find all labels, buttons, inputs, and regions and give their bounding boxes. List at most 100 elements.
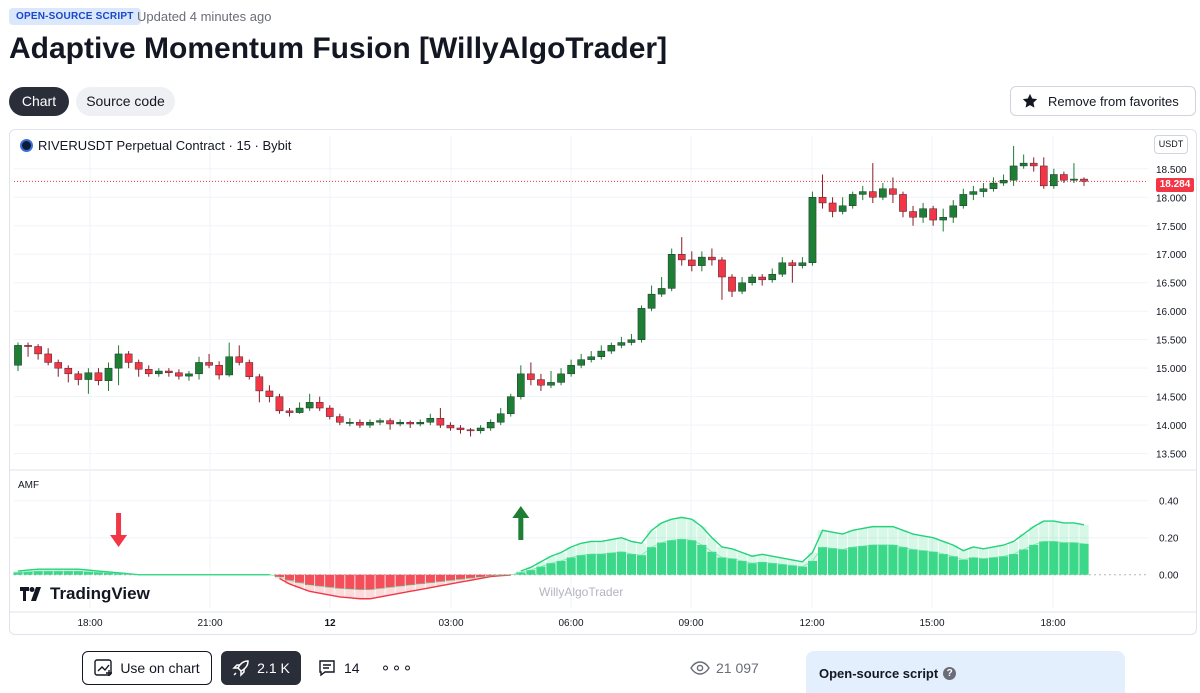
osc-area bbox=[425, 574, 435, 588]
more-options-button[interactable]: ∘∘∘ bbox=[380, 651, 412, 685]
candle-body bbox=[356, 422, 364, 426]
currency-button[interactable]: USDT bbox=[1154, 135, 1188, 154]
chart-panel[interactable]: 18.500 18.000 17.500 17.000 16.500 16.000 15.5… bbox=[9, 129, 1197, 635]
time-axis-tick: 21:00 bbox=[197, 618, 222, 629]
boost-button[interactable]: 2.1 K bbox=[221, 651, 301, 685]
osc-bar bbox=[1029, 544, 1039, 575]
osc-bar bbox=[526, 570, 536, 575]
osc-area bbox=[968, 546, 978, 575]
eye-icon bbox=[690, 661, 710, 675]
help-icon[interactable]: ? bbox=[943, 667, 957, 680]
candle-body bbox=[114, 353, 123, 369]
osc-area bbox=[827, 532, 838, 575]
candle-body bbox=[778, 262, 787, 275]
osc-area bbox=[305, 574, 315, 592]
osc-bar bbox=[546, 563, 556, 575]
osc-bar bbox=[455, 574, 466, 580]
osc-bar bbox=[33, 571, 43, 575]
osc-area bbox=[878, 526, 888, 575]
page-title: Adaptive Momentum Fusion [WillyAlgoTrade… bbox=[9, 32, 668, 65]
candle-body bbox=[175, 372, 183, 377]
updated-timestamp: Updated 4 minutes ago bbox=[137, 9, 272, 24]
osc-area bbox=[737, 552, 747, 575]
tab-source-code[interactable]: Source code bbox=[76, 87, 175, 116]
candle-body bbox=[557, 373, 565, 383]
osc-bar bbox=[747, 563, 757, 575]
candle-body bbox=[698, 256, 706, 266]
candle-body bbox=[567, 365, 575, 375]
last-price-tag: 18.284 bbox=[1156, 178, 1194, 192]
osc-bar bbox=[486, 574, 496, 576]
osc-area bbox=[415, 574, 425, 590]
view-count-value: 21 097 bbox=[716, 660, 759, 676]
tradingview-logo[interactable]: TradingView bbox=[20, 584, 150, 604]
osc-bar bbox=[878, 544, 888, 575]
chart-add-icon bbox=[94, 659, 113, 676]
comments-button[interactable]: 14 bbox=[318, 651, 370, 685]
osc-bar bbox=[516, 572, 526, 575]
osc-area bbox=[315, 574, 325, 594]
osc-line bbox=[279, 574, 511, 600]
candle-body bbox=[446, 424, 455, 429]
candle-body bbox=[848, 194, 857, 207]
rocket-icon bbox=[232, 660, 249, 677]
candle-body bbox=[1050, 174, 1058, 187]
osc-bar bbox=[667, 540, 677, 575]
price-chart[interactable]: 18.500 18.000 17.500 17.000 16.500 16.000 15.5… bbox=[10, 130, 1197, 635]
osc-area bbox=[23, 570, 33, 575]
osc-bar bbox=[93, 572, 104, 575]
candle-body bbox=[165, 370, 173, 373]
candle-body bbox=[537, 379, 545, 386]
remove-favorites-button[interactable]: Remove from favorites bbox=[1010, 86, 1196, 116]
candle-body bbox=[657, 288, 666, 295]
osc-area bbox=[33, 569, 43, 575]
osc-area bbox=[566, 546, 576, 575]
candle-body bbox=[587, 356, 596, 360]
osc-bar bbox=[978, 558, 989, 575]
osc-bar bbox=[1009, 554, 1019, 575]
open-source-badge: OPEN-SOURCE SCRIPT bbox=[9, 8, 141, 25]
candle-body bbox=[426, 418, 435, 423]
tab-chart[interactable]: Chart bbox=[9, 87, 69, 116]
osc-area bbox=[687, 519, 697, 575]
osc-area bbox=[1029, 526, 1039, 575]
osc-area bbox=[1059, 522, 1069, 575]
time-axis-tick: 09:00 bbox=[678, 618, 703, 629]
osc-bar bbox=[757, 562, 767, 575]
candle-body bbox=[919, 208, 927, 218]
osc-bar bbox=[435, 574, 445, 582]
osc-area bbox=[596, 541, 606, 575]
osc-area bbox=[43, 569, 53, 575]
star-icon bbox=[1022, 93, 1038, 108]
osc-bar bbox=[13, 572, 23, 575]
osc-area bbox=[546, 556, 556, 575]
osc-area bbox=[978, 548, 989, 575]
price-axis-tick: 15.000 bbox=[1156, 364, 1187, 375]
osc-bar bbox=[888, 544, 898, 575]
osc-area bbox=[657, 522, 667, 575]
osc-bar bbox=[1019, 549, 1029, 575]
candle-body bbox=[325, 407, 334, 417]
osc-bar bbox=[566, 557, 576, 575]
candle-body bbox=[285, 410, 294, 413]
osc-bar bbox=[657, 542, 667, 575]
osc-area bbox=[93, 571, 104, 575]
osc-area bbox=[747, 556, 757, 575]
osc-bar bbox=[958, 559, 968, 575]
use-on-chart-button[interactable]: Use on chart bbox=[82, 651, 212, 685]
osc-area bbox=[13, 571, 23, 575]
candle-body bbox=[84, 372, 93, 380]
candle-body bbox=[617, 342, 626, 346]
osc-area bbox=[556, 552, 566, 575]
osc-area bbox=[868, 526, 878, 575]
osc-area bbox=[284, 574, 295, 584]
price-axis-tick: 18.500 bbox=[1156, 165, 1187, 176]
candle-body bbox=[24, 345, 32, 347]
osc-bar bbox=[335, 574, 345, 589]
candle-body bbox=[929, 208, 937, 221]
osc-bar bbox=[727, 558, 737, 575]
candle-body bbox=[758, 276, 766, 281]
candle-body bbox=[728, 276, 736, 292]
candle-body bbox=[798, 262, 807, 266]
osc-area bbox=[938, 541, 948, 575]
